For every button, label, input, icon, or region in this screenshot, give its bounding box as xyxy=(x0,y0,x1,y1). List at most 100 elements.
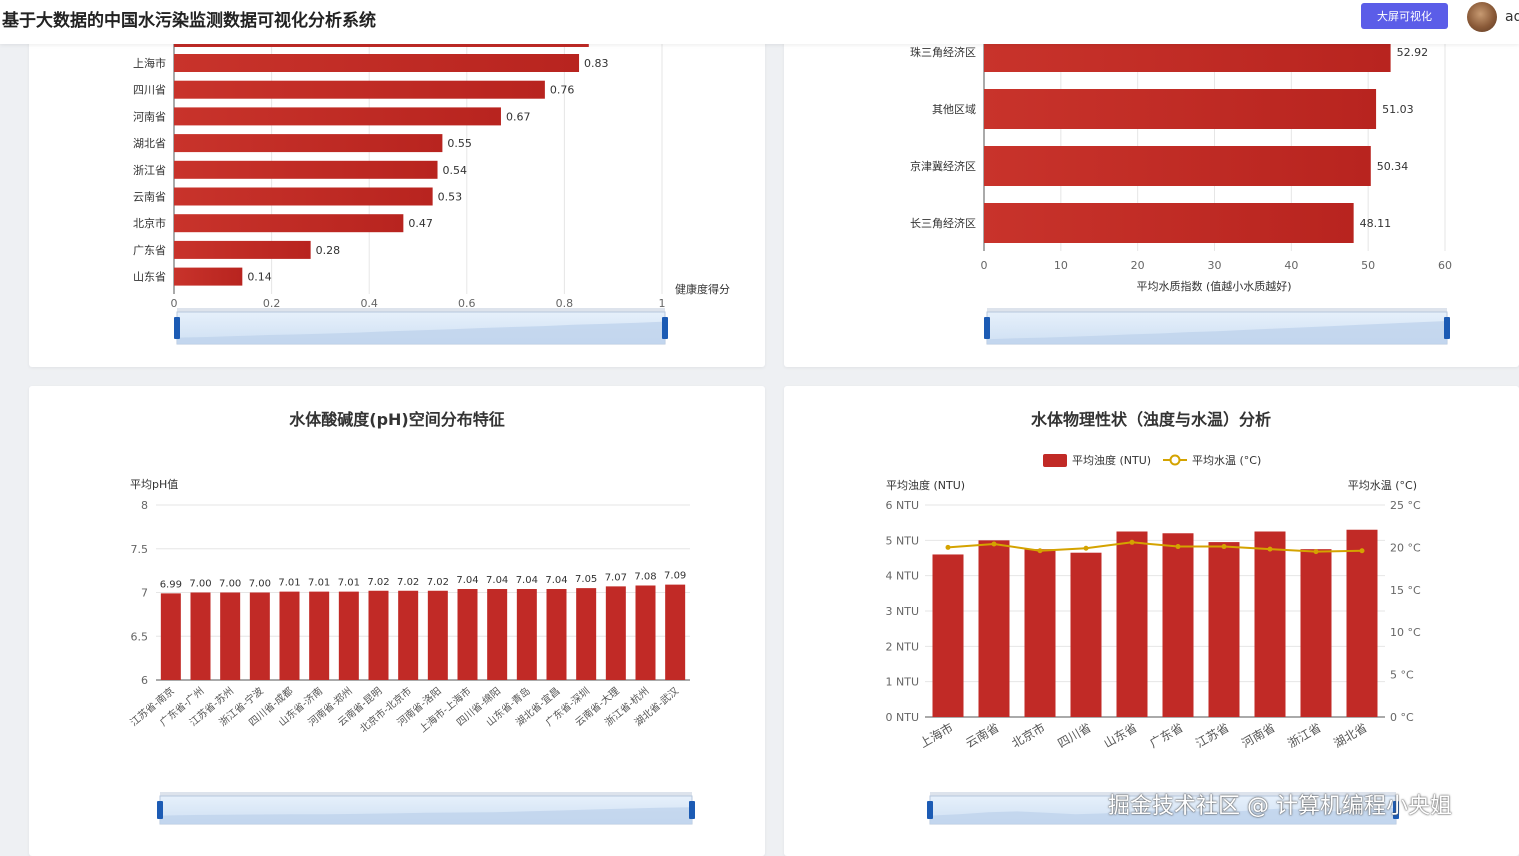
health-bar xyxy=(174,240,311,259)
region-bar xyxy=(984,146,1371,186)
ph-value-label: 7.04 xyxy=(456,575,478,586)
region-category-label: 其他区域 xyxy=(932,103,976,116)
physical-temperature-point xyxy=(1221,544,1227,550)
health-value-label: 0.53 xyxy=(438,191,463,204)
health-bar xyxy=(174,267,243,286)
physical-category-label: 云南省 xyxy=(963,720,1002,751)
physical-zoom-handle-right[interactable] xyxy=(1393,801,1399,819)
user-avatar[interactable] xyxy=(1467,2,1497,32)
ph-zoom-top xyxy=(160,792,692,796)
ph-value-label: 7.02 xyxy=(427,577,449,588)
ph-y-tick: 8 xyxy=(141,499,148,512)
ph-y-tick: 6 xyxy=(141,674,148,687)
health-category-label: 河南省 xyxy=(133,110,166,123)
ph-value-label: 7.01 xyxy=(278,578,300,589)
app-title: 基于大数据的中国水污染监测数据可视化分析系统 xyxy=(2,11,376,31)
health-zoom-handle-left[interactable] xyxy=(174,317,180,339)
physical-temperature-line xyxy=(947,541,1363,553)
ph-value-label: 7.04 xyxy=(545,575,567,586)
region-zoom-handle-left[interactable] xyxy=(984,317,990,339)
physical-turbidity-bar xyxy=(1346,529,1378,717)
physical-left-y-tick: 0 NTU xyxy=(886,711,920,724)
health-zoom-preview xyxy=(177,321,665,344)
physical-left-y-tick: 4 NTU xyxy=(886,570,920,583)
username[interactable]: ad xyxy=(1505,9,1519,25)
region-zoom-top xyxy=(987,308,1447,312)
physical-zoom-handle-left[interactable] xyxy=(927,801,933,819)
physical-temperature-point xyxy=(1267,546,1273,552)
physical-turbidity-bar xyxy=(1024,549,1056,717)
ph-bar xyxy=(279,591,300,680)
health-category-label: 北京市 xyxy=(133,216,166,230)
region-zoom-handle-right[interactable] xyxy=(1444,317,1450,339)
ph-bar xyxy=(190,592,211,680)
physical-category-label: 湖北省 xyxy=(1331,720,1370,751)
physical-turbidity-bar xyxy=(1070,552,1102,717)
physical-right-y-tick: 15 °C xyxy=(1390,584,1421,597)
health-score-card: 0 0.2 0.4 0.6 0.8 1 上海市 0.83 四川省 0.76 河南省 0.67 湖北省 0.… xyxy=(29,30,765,367)
region-x-tick: 30 xyxy=(1208,259,1222,272)
physical-temperature-point xyxy=(1083,545,1089,551)
health-x-tick: 0.8 xyxy=(556,297,574,310)
ph-value-label: 7.04 xyxy=(516,575,538,586)
physical-right-y-tick: 0 °C xyxy=(1390,711,1414,724)
health-value-label: 0.83 xyxy=(584,57,609,70)
physical-turbidity-bar xyxy=(1208,542,1240,717)
ph-value-label: 7.00 xyxy=(219,579,241,590)
physical-category-label: 浙江省 xyxy=(1285,720,1323,750)
ph-bar xyxy=(220,592,241,680)
health-zoom-handle-right[interactable] xyxy=(662,317,668,339)
health-zoom-top xyxy=(177,308,665,312)
ph-value-label: 6.99 xyxy=(160,579,182,590)
physical-left-y-tick: 3 NTU xyxy=(886,605,920,618)
region-bar xyxy=(984,203,1354,243)
ph-bar xyxy=(635,585,656,680)
physical-temperature-point xyxy=(1175,544,1181,550)
region-x-tick: 50 xyxy=(1361,259,1375,272)
region-x-tick: 0 xyxy=(981,259,988,272)
health-category-label: 广东省 xyxy=(133,244,166,257)
physical-right-y-tick: 10 °C xyxy=(1390,626,1421,639)
region-quality-chart: 0 10 20 30 40 50 60 珠三角经济区 52.92 其他区域 51.03 京津冀经济区 5… xyxy=(910,32,1452,345)
ph-zoom-handle-left[interactable] xyxy=(157,801,163,819)
ph-value-label: 7.02 xyxy=(397,577,419,588)
ph-bar xyxy=(249,592,270,680)
legend-turbidity-swatch[interactable] xyxy=(1043,454,1067,467)
physical-zoom-preview xyxy=(930,807,1396,824)
legend-turbidity-label[interactable]: 平均浊度 (NTU) xyxy=(1072,453,1151,467)
health-score-chart: 0 0.2 0.4 0.6 0.8 1 上海市 0.83 四川省 0.76 河南省 0.67 湖北省 0.… xyxy=(133,36,730,345)
ph-value-label: 7.09 xyxy=(664,571,686,582)
ph-bar xyxy=(605,586,626,680)
region-value-label: 52.92 xyxy=(1397,46,1429,59)
health-value-label: 0.54 xyxy=(443,164,468,177)
ph-bar xyxy=(546,589,567,680)
ph-chart-title: 水体酸碱度(pH)空间分布特征 xyxy=(289,410,504,429)
health-bar xyxy=(174,80,545,99)
health-bar xyxy=(174,107,501,126)
ph-zoom-handle-right[interactable] xyxy=(689,801,695,819)
region-x-tick: 40 xyxy=(1284,259,1298,272)
ph-distribution-card: 水体酸碱度(pH)空间分布特征 平均pH值 6 6.5 7 7.5 8 6.99 江苏省-南京 7… xyxy=(29,386,765,856)
physical-turbidity-bar xyxy=(932,554,964,717)
legend-temperature-label[interactable]: 平均水温 (°C) xyxy=(1192,454,1261,467)
physical-right-axis-label: 平均水温 (°C) xyxy=(1348,479,1417,492)
physical-temperature-point xyxy=(991,541,997,547)
region-x-tick: 10 xyxy=(1054,259,1068,272)
region-x-axis-label: 平均水质指数 (值越小水质越好) xyxy=(1136,279,1291,293)
ph-zoom-preview xyxy=(160,807,692,824)
health-x-axis-label: 健康度得分 xyxy=(675,282,730,296)
ph-value-label: 7.07 xyxy=(605,572,627,583)
health-category-label: 云南省 xyxy=(133,191,166,204)
health-x-tick: 0.4 xyxy=(360,297,378,310)
legend-temperature-marker[interactable] xyxy=(1169,454,1181,466)
health-x-tick: 1 xyxy=(659,297,666,310)
region-category-label: 长三角经济区 xyxy=(910,216,976,230)
ph-bar xyxy=(487,589,508,680)
region-category-label: 京津冀经济区 xyxy=(910,159,976,173)
top-header: 基于大数据的中国水污染监测数据可视化分析系统 大屏可视化 ad xyxy=(0,0,1519,44)
physical-temperature-point xyxy=(945,544,951,550)
physical-right-y-tick: 25 °C xyxy=(1390,499,1421,512)
bigscreen-button[interactable]: 大屏可视化 xyxy=(1361,3,1448,29)
ph-bar xyxy=(368,590,389,680)
